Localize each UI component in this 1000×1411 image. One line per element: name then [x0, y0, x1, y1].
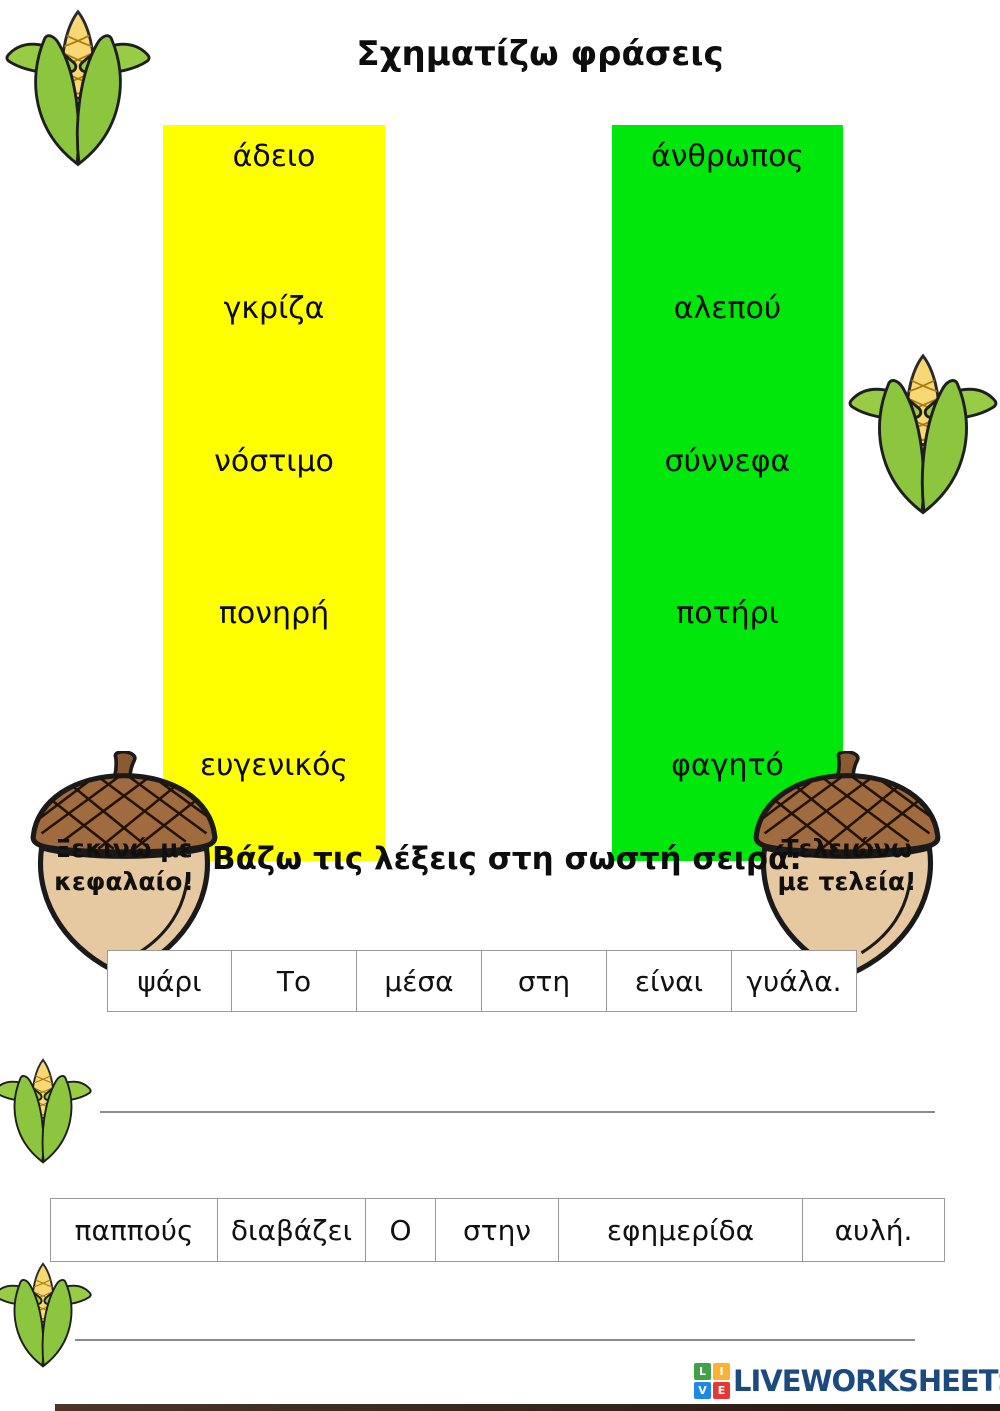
word-item[interactable]: ευγενικός: [199, 748, 349, 783]
word-order-row-1: ψάρι Το μέσα στη είναι γυάλα.: [107, 950, 857, 1012]
logo-tile-i: I: [713, 1363, 730, 1380]
green-word-column: άνθρωπος αλεπού σύννεφα ποτήρι φαγητό: [612, 125, 843, 861]
instruction-heading: Βάζω τις λέξεις στη σωστή σειρά:: [212, 841, 802, 877]
answer-line-1[interactable]: [100, 1111, 935, 1113]
acorn-right-line1: Τελειώνω: [781, 834, 913, 863]
logo-tile-l: L: [694, 1363, 711, 1380]
page-title: Σχηματίζω φράσεις: [356, 34, 724, 74]
word-item[interactable]: άνθρωπος: [650, 139, 805, 174]
word-tile[interactable]: παππούς: [50, 1198, 218, 1262]
word-item[interactable]: πονηρή: [218, 595, 330, 631]
logo-tile-v: V: [694, 1382, 711, 1399]
acorn-left-callout: Ξεκινώ με κεφαλαίο!: [21, 751, 227, 978]
word-order-row-2: παππούς διαβάζει Ο στην εφημερίδα αυλή.: [50, 1198, 945, 1262]
word-item[interactable]: άδειο: [232, 139, 316, 174]
liveworksheets-logo[interactable]: L I V E LIVEWORKSHEETS: [694, 1363, 1000, 1399]
liveworksheets-wordmark: LIVEWORKSHEETS: [733, 1364, 1000, 1398]
word-tile[interactable]: στην: [436, 1198, 559, 1262]
acorn-left-line2: κεφαλαίο!: [54, 866, 194, 896]
yellow-word-column: άδειο γκρίζα νόστιμο πονηρή ευγενικός: [163, 125, 385, 861]
word-tile[interactable]: μέσα: [357, 950, 482, 1012]
acorn-right-line2: με τελεία!: [777, 866, 917, 896]
acorn-right-callout: Τελειώνω με τελεία!: [744, 751, 950, 978]
word-tile[interactable]: διαβάζει: [218, 1198, 366, 1262]
acorn-left-text: Ξεκινώ με κεφαλαίο!: [21, 833, 227, 898]
word-tile[interactable]: εφημερίδα: [559, 1198, 803, 1262]
word-item[interactable]: σύννεφα: [664, 443, 791, 479]
answer-line-2[interactable]: [75, 1339, 915, 1341]
word-item[interactable]: φαγητό: [671, 748, 784, 783]
word-tile[interactable]: αυλή.: [803, 1198, 945, 1262]
page-bottom-edge: [55, 1404, 1000, 1411]
word-item[interactable]: γκρίζα: [223, 291, 325, 327]
corn-icon: [0, 1056, 94, 1164]
word-tile[interactable]: Ο: [366, 1198, 436, 1262]
word-tile[interactable]: Το: [232, 950, 357, 1012]
word-tile[interactable]: ψάρι: [107, 950, 232, 1012]
word-item[interactable]: ποτήρι: [676, 595, 779, 631]
acorn-right-text: Τελειώνω με τελεία!: [744, 833, 950, 898]
liveworksheets-grid-icon: L I V E: [694, 1363, 730, 1399]
logo-tile-e: E: [713, 1382, 730, 1399]
word-tile[interactable]: είναι: [607, 950, 732, 1012]
corn-icon: [845, 350, 1000, 516]
word-tile[interactable]: στη: [482, 950, 607, 1012]
word-item[interactable]: αλεπού: [673, 291, 782, 327]
corn-icon: [0, 1260, 94, 1368]
word-item[interactable]: νόστιμο: [214, 443, 334, 479]
acorn-left-line1: Ξεκινώ με: [55, 834, 193, 863]
word-tile[interactable]: γυάλα.: [732, 950, 857, 1012]
corn-icon: [2, 6, 154, 168]
